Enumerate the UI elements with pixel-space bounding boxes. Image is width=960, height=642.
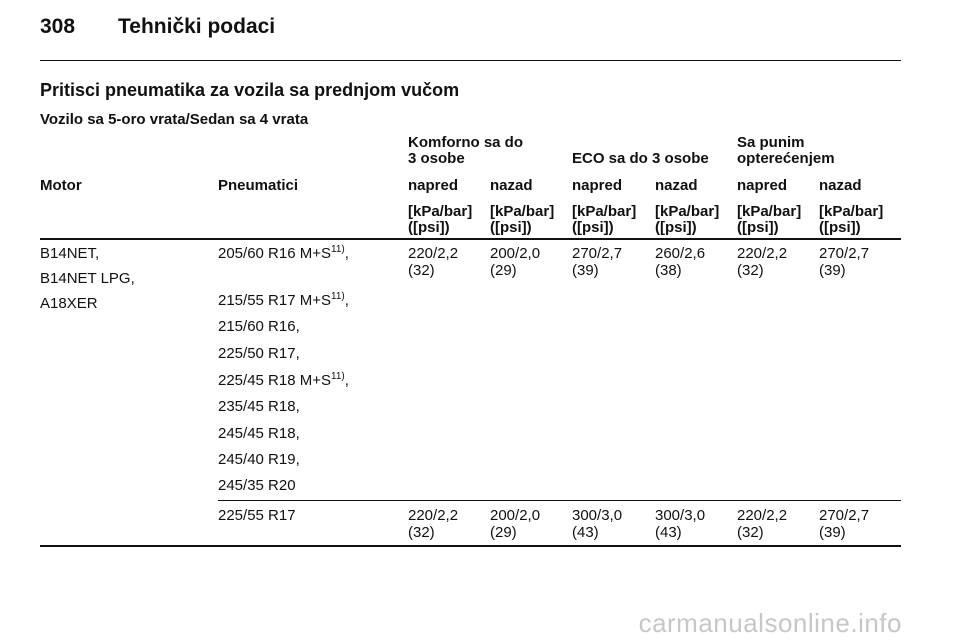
header-bottom-rule (40, 238, 901, 240)
column-header-motor: Motor (40, 177, 82, 194)
column-header-front: napred (572, 177, 623, 194)
column-header-front: napred (408, 177, 459, 194)
tyre-size: 215/55 R17 M+S11), (218, 291, 349, 310)
tyre-size: 225/50 R17, (218, 345, 300, 362)
row-divider (218, 500, 901, 501)
unit-label: [kPa/bar] (737, 203, 802, 220)
pressure-psi: (43) (655, 524, 682, 541)
header-divider (40, 60, 901, 61)
pressure-value: 220/2,2 (408, 245, 459, 262)
column-header-tyres: Pneumatici (218, 177, 299, 194)
pressure-psi: (32) (408, 524, 435, 541)
section-title: Pritisci pneumatika za vozila sa prednjo… (40, 80, 460, 100)
page-number: 308 (40, 15, 76, 38)
group-header-eco: ECO sa do 3 osobe (572, 150, 709, 167)
unit-label-psi: ([psi]) (408, 219, 450, 236)
pressure-psi: (38) (655, 262, 682, 279)
pressure-psi: (29) (490, 262, 517, 279)
pressure-psi: (39) (572, 262, 599, 279)
pressure-value: 300/3,0 (572, 507, 623, 524)
engine-label: B14NET, (40, 245, 100, 262)
unit-label: [kPa/bar] (819, 203, 884, 220)
page-heading: Tehnički podaci (118, 15, 276, 38)
table-bottom-rule (40, 545, 901, 547)
column-header-front: napred (737, 177, 788, 194)
engine-label: A18XER (40, 295, 98, 312)
tyre-size: 235/45 R18, (218, 398, 300, 415)
tyre-size: 245/45 R18, (218, 425, 300, 442)
tyre-size: 245/35 R20 (218, 477, 296, 494)
unit-label: [kPa/bar] (408, 203, 473, 220)
pressure-psi: (39) (819, 262, 846, 279)
engine-label: B14NET LPG, (40, 270, 135, 287)
group-header-comfort-line2: 3 osobe (408, 150, 465, 167)
footnote-marker: 11) (331, 291, 345, 302)
tyre-size: 215/60 R16, (218, 318, 300, 335)
subsection-title: Vozilo sa 5-oro vrata/Sedan sa 4 vrata (40, 111, 309, 128)
tyre-size: 245/40 R19, (218, 451, 300, 468)
pressure-value: 300/3,0 (655, 507, 706, 524)
pressure-value: 220/2,2 (408, 507, 459, 524)
unit-label-psi: ([psi]) (490, 219, 532, 236)
pressure-value: 270/2,7 (572, 245, 623, 262)
pressure-value: 270/2,7 (819, 245, 870, 262)
unit-label: [kPa/bar] (655, 203, 720, 220)
pressure-value: 270/2,7 (819, 507, 870, 524)
unit-label-psi: ([psi]) (819, 219, 861, 236)
pressure-value: 260/2,6 (655, 245, 706, 262)
tyre-size: 225/45 R18 M+S11), (218, 371, 349, 390)
pressure-psi: (43) (572, 524, 599, 541)
footnote-marker: 11) (331, 244, 345, 255)
unit-label: [kPa/bar] (490, 203, 555, 220)
unit-label-psi: ([psi]) (572, 219, 614, 236)
unit-label: [kPa/bar] (572, 203, 637, 220)
unit-label-psi: ([psi]) (737, 219, 779, 236)
tyre-size: 205/60 R16 M+S11), (218, 244, 349, 263)
unit-label-psi: ([psi]) (655, 219, 697, 236)
pressure-value: 220/2,2 (737, 245, 788, 262)
column-header-rear: nazad (655, 177, 698, 194)
group-header-full-load-line2: opterećenjem (737, 150, 835, 167)
column-header-rear: nazad (490, 177, 533, 194)
pressure-psi: (32) (408, 262, 435, 279)
pressure-value: 200/2,0 (490, 245, 541, 262)
watermark: carmanualsonline.info (638, 608, 902, 638)
tyre-size: 225/55 R17 (218, 507, 296, 524)
pressure-value: 200/2,0 (490, 507, 541, 524)
pressure-psi: (32) (737, 524, 764, 541)
pressure-psi: (32) (737, 262, 764, 279)
pressure-psi: (39) (819, 524, 846, 541)
pressure-value: 220/2,2 (737, 507, 788, 524)
group-header-full-load-line1: Sa punim (737, 134, 805, 151)
column-header-rear: nazad (819, 177, 862, 194)
footnote-marker: 11) (331, 371, 345, 382)
pressure-psi: (29) (490, 524, 517, 541)
group-header-comfort-line1: Komforno sa do (408, 134, 523, 151)
